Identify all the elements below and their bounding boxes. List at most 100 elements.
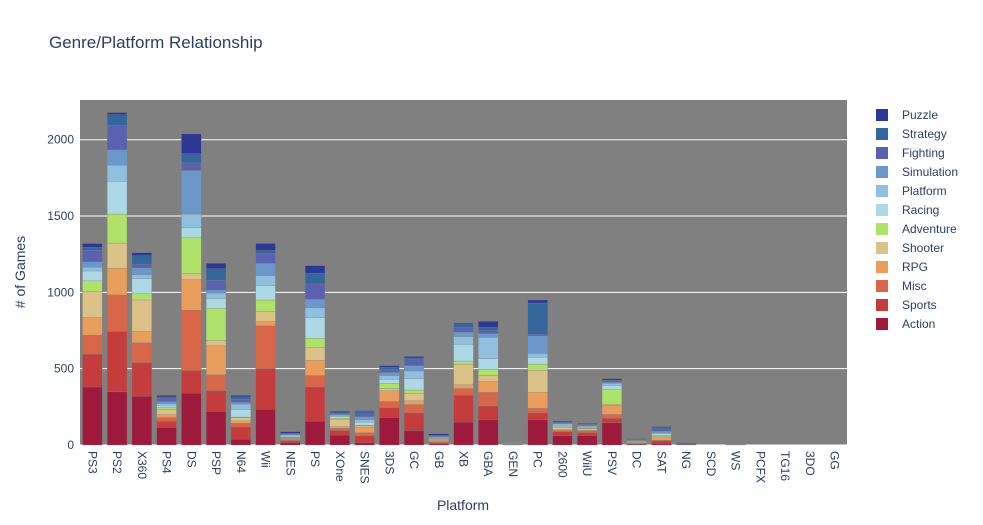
- legend-label[interactable]: Strategy: [902, 127, 947, 141]
- bar-segment[interactable]: [280, 431, 301, 434]
- bar-segment[interactable]: [206, 308, 227, 341]
- bar-segment[interactable]: [651, 428, 672, 432]
- bar-segment[interactable]: [181, 162, 202, 171]
- bar-segment[interactable]: [82, 267, 103, 272]
- bar-segment[interactable]: [305, 307, 326, 318]
- bar-segment[interactable]: [403, 400, 425, 405]
- bar-segment[interactable]: [527, 419, 548, 446]
- bar-segment[interactable]: [255, 299, 276, 312]
- bar-segment[interactable]: [131, 362, 152, 397]
- bar-segment[interactable]: [651, 430, 672, 433]
- bar-segment[interactable]: [651, 434, 672, 437]
- bar-segment[interactable]: [379, 417, 400, 446]
- bar-segment[interactable]: [156, 398, 177, 402]
- bar-segment[interactable]: [131, 278, 152, 295]
- bar-segment[interactable]: [329, 418, 350, 420]
- bar-segment[interactable]: [107, 165, 128, 182]
- legend-label[interactable]: Fighting: [902, 146, 945, 160]
- bar-segment[interactable]: [329, 411, 350, 414]
- bar-segment[interactable]: [131, 252, 152, 256]
- bar-segment[interactable]: [230, 399, 251, 403]
- bar-segment[interactable]: [305, 299, 326, 308]
- bar-segment[interactable]: [453, 344, 474, 362]
- bar-segment[interactable]: [577, 432, 598, 436]
- legend-swatch[interactable]: [876, 280, 888, 292]
- bar-segment[interactable]: [206, 345, 227, 375]
- bar-segment[interactable]: [305, 386, 326, 422]
- bar-segment[interactable]: [403, 359, 425, 366]
- bar-segment[interactable]: [329, 434, 350, 446]
- bar-segment[interactable]: [230, 417, 251, 422]
- bar-segment[interactable]: [156, 427, 177, 446]
- bar-segment[interactable]: [255, 250, 276, 254]
- bar-segment[interactable]: [131, 267, 152, 275]
- bar-segment[interactable]: [577, 430, 598, 433]
- bar-segment[interactable]: [453, 395, 474, 423]
- bar-segment[interactable]: [354, 416, 375, 420]
- bar-segment[interactable]: [428, 433, 449, 436]
- legend-swatch[interactable]: [876, 128, 888, 140]
- bar-segment[interactable]: [329, 413, 350, 415]
- bar-segment[interactable]: [82, 334, 103, 355]
- bar-segment[interactable]: [280, 442, 301, 446]
- bar-segment[interactable]: [131, 396, 152, 446]
- bar-segment[interactable]: [255, 243, 276, 251]
- bar-segment[interactable]: [453, 323, 474, 328]
- bar-segment[interactable]: [255, 285, 276, 301]
- bar-segment[interactable]: [478, 327, 499, 331]
- bar-segment[interactable]: [354, 425, 375, 428]
- bar-segment[interactable]: [651, 433, 672, 436]
- bar-segment[interactable]: [354, 410, 375, 412]
- bar-segment[interactable]: [131, 293, 152, 301]
- bar-segment[interactable]: [601, 385, 622, 390]
- bar-segment[interactable]: [354, 421, 375, 426]
- bar-segment[interactable]: [280, 434, 301, 438]
- legend-label[interactable]: Platform: [902, 184, 947, 198]
- bar-segment[interactable]: [82, 250, 103, 262]
- bar-segment[interactable]: [255, 368, 276, 410]
- bar-segment[interactable]: [280, 440, 301, 443]
- bar-segment[interactable]: [329, 415, 350, 417]
- bar-segment[interactable]: [107, 242, 128, 269]
- bar-segment[interactable]: [478, 337, 499, 359]
- bar-segment[interactable]: [181, 392, 202, 446]
- legend-label[interactable]: RPG: [902, 260, 928, 274]
- bar-segment[interactable]: [181, 153, 202, 164]
- bar-segment[interactable]: [379, 388, 400, 391]
- bar-segment[interactable]: [181, 273, 202, 280]
- bar-segment[interactable]: [280, 439, 301, 442]
- bar-segment[interactable]: [527, 357, 548, 365]
- bar-segment[interactable]: [131, 299, 152, 332]
- bar-segment[interactable]: [107, 112, 128, 115]
- bar-segment[interactable]: [354, 432, 375, 436]
- bar-segment[interactable]: [527, 353, 548, 358]
- bar-segment[interactable]: [156, 405, 177, 408]
- bar-segment[interactable]: [230, 439, 251, 446]
- bar-segment[interactable]: [305, 337, 326, 348]
- bar-segment[interactable]: [552, 420, 573, 422]
- bar-segment[interactable]: [428, 442, 449, 444]
- bar-segment[interactable]: [379, 407, 400, 418]
- legend-swatch[interactable]: [876, 242, 888, 254]
- bar-segment[interactable]: [601, 405, 622, 415]
- bar-segment[interactable]: [131, 342, 152, 363]
- bar-segment[interactable]: [156, 395, 177, 398]
- bar-segment[interactable]: [82, 354, 103, 388]
- bar-segment[interactable]: [82, 270, 103, 282]
- bar-segment[interactable]: [379, 401, 400, 408]
- bar-segment[interactable]: [453, 331, 474, 337]
- bar-segment[interactable]: [329, 410, 350, 412]
- bar-segment[interactable]: [527, 363, 548, 371]
- bar-segment[interactable]: [107, 213, 128, 244]
- bar-segment[interactable]: [478, 358, 499, 370]
- bar-segment[interactable]: [230, 409, 251, 418]
- bar-segment[interactable]: [156, 414, 177, 418]
- bar-segment[interactable]: [82, 317, 103, 336]
- bar-segment[interactable]: [453, 336, 474, 345]
- bar-segment[interactable]: [230, 402, 251, 405]
- bar-segment[interactable]: [379, 375, 400, 380]
- bar-segment[interactable]: [552, 435, 573, 446]
- bar-segment[interactable]: [379, 379, 400, 384]
- bar-segment[interactable]: [305, 360, 326, 376]
- bar-segment[interactable]: [107, 268, 128, 296]
